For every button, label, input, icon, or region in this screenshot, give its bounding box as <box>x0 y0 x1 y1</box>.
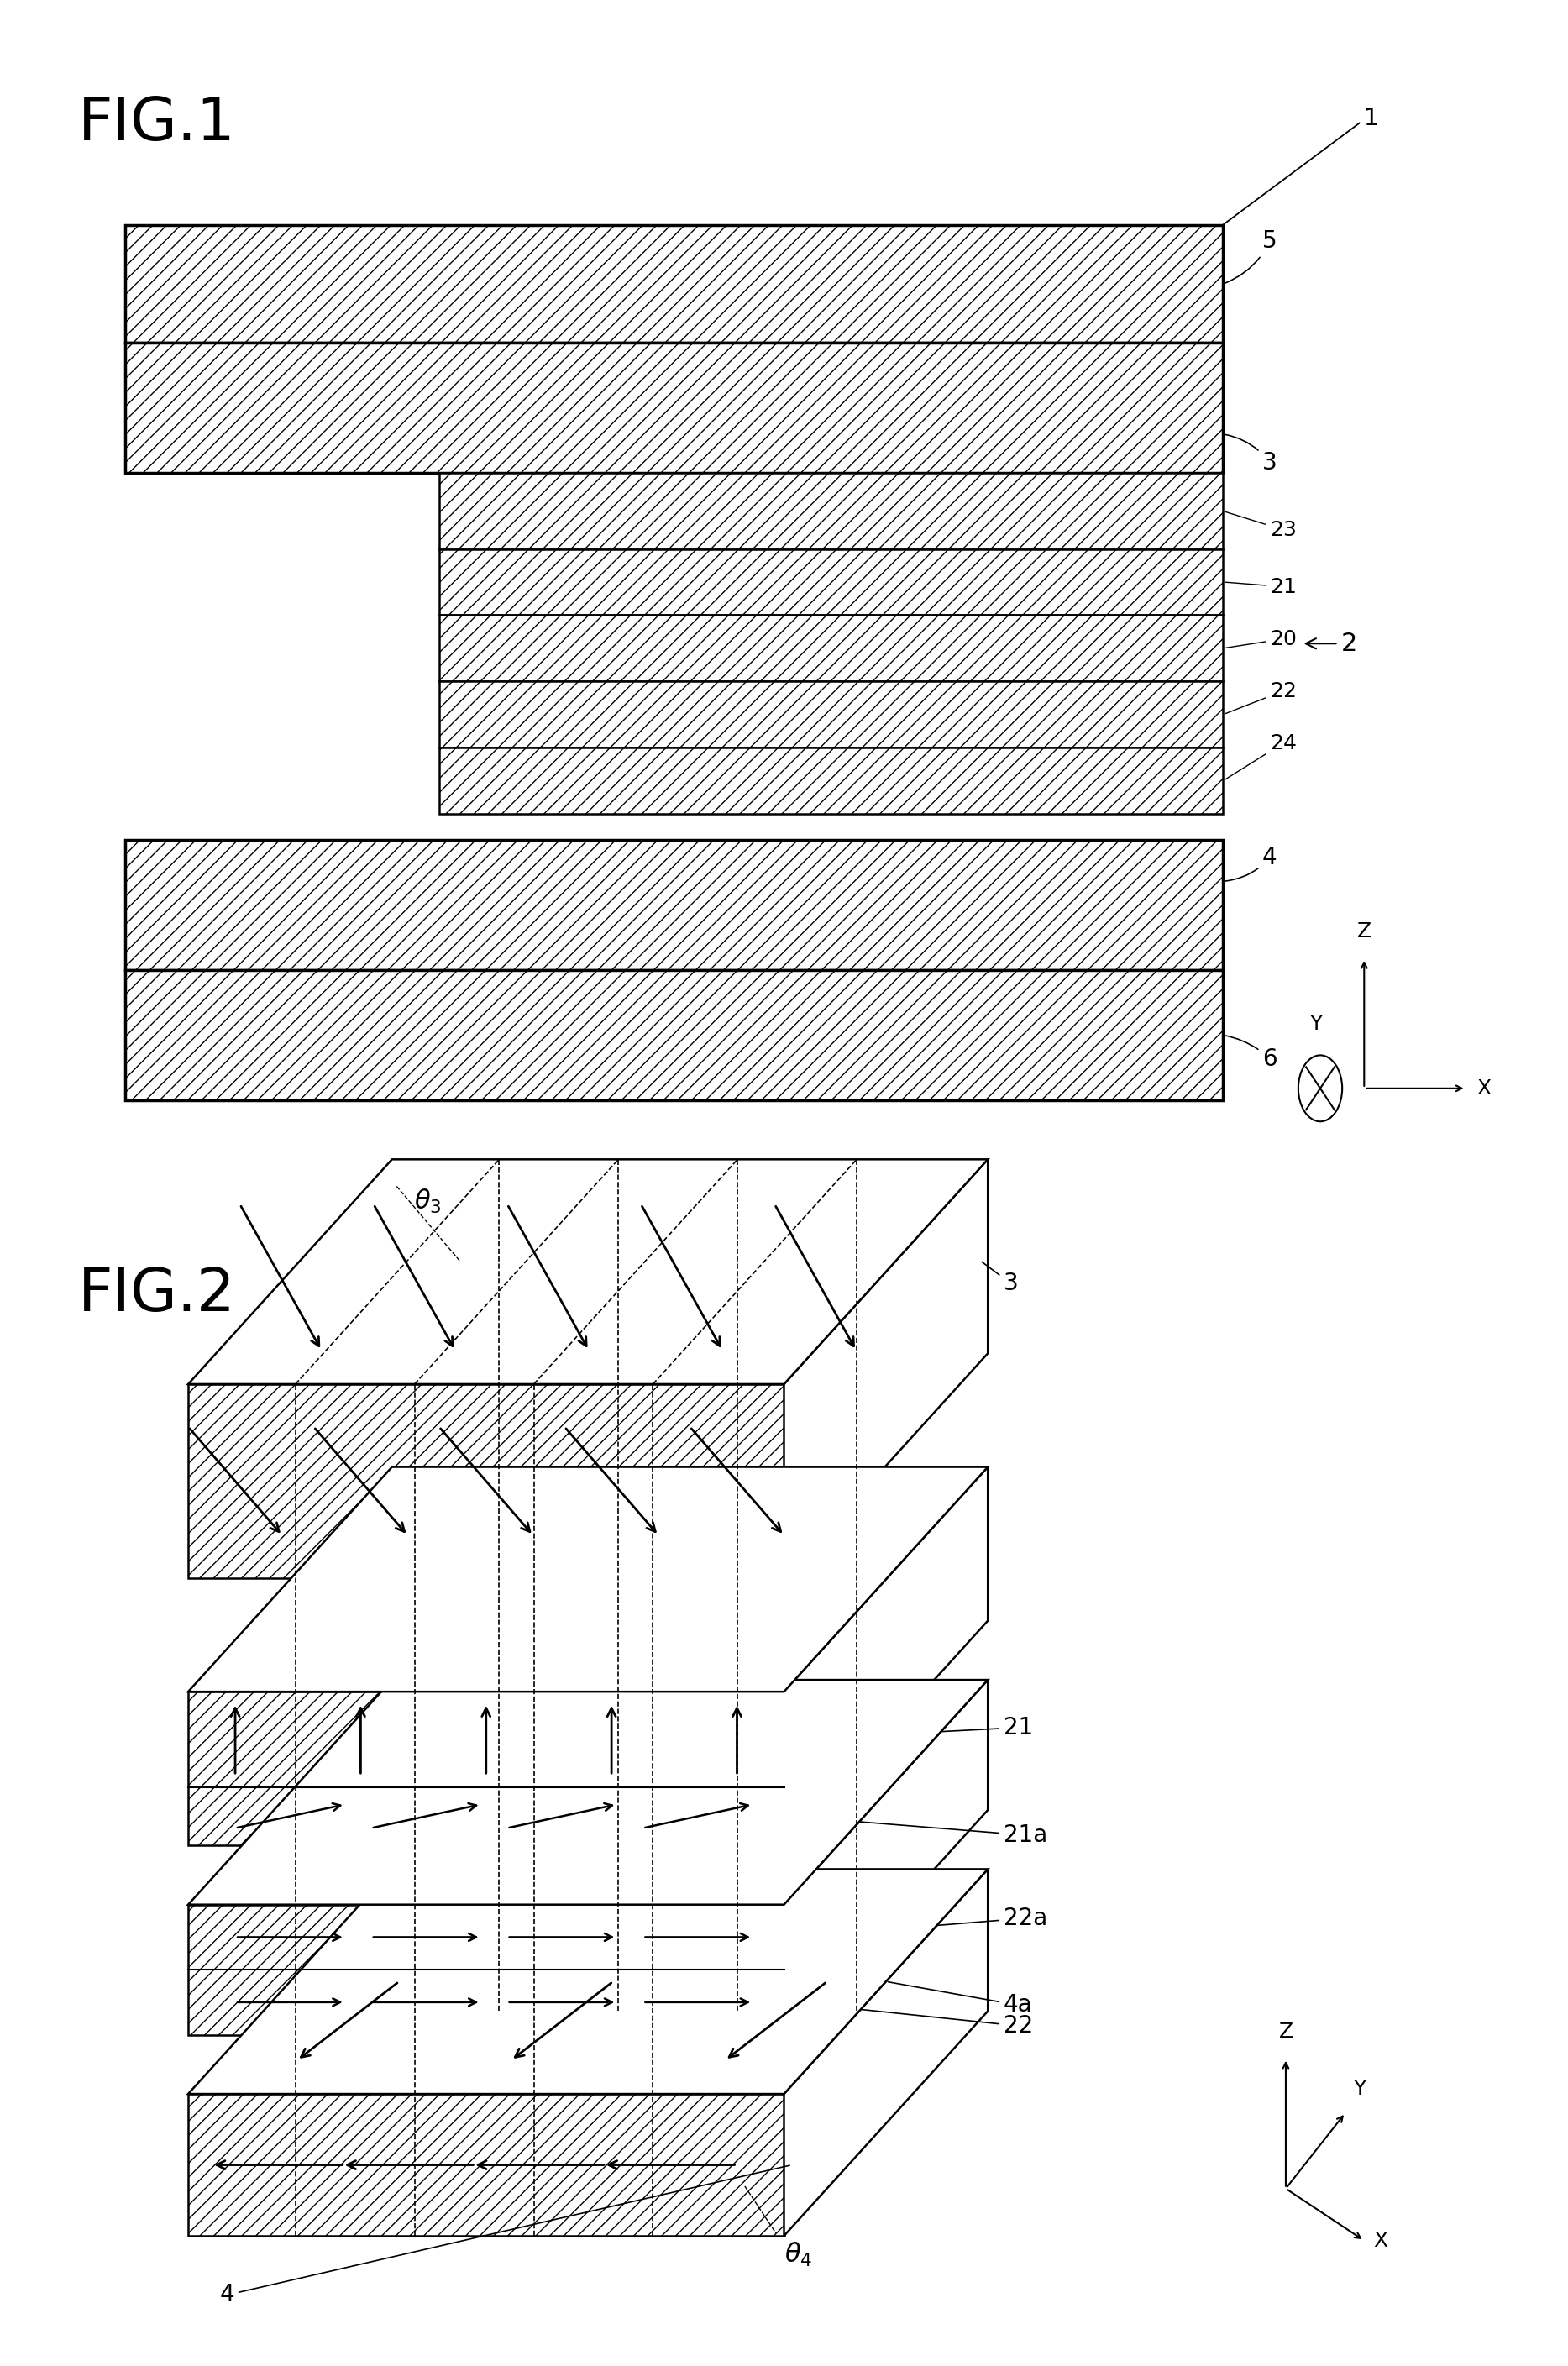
Text: 4a: 4a <box>887 1983 1033 2016</box>
Polygon shape <box>188 1905 784 2035</box>
Polygon shape <box>784 1159 988 1578</box>
Text: 5: 5 <box>1225 230 1276 284</box>
Text: 4: 4 <box>220 2165 790 2307</box>
Polygon shape <box>188 1692 784 1845</box>
Text: $\theta_3$: $\theta_3$ <box>414 1188 442 1216</box>
Polygon shape <box>188 1680 988 1905</box>
Text: FIG.2: FIG.2 <box>78 1266 237 1323</box>
Polygon shape <box>188 1384 784 1578</box>
Bar <box>439 473 1223 549</box>
Text: Z: Z <box>1356 920 1372 942</box>
Text: 3: 3 <box>1225 435 1278 473</box>
Bar <box>439 748 1223 814</box>
Text: 21: 21 <box>793 1715 1033 1739</box>
Text: Y: Y <box>1353 2077 1366 2099</box>
Text: X: X <box>1477 1079 1491 1098</box>
Text: 3: 3 <box>982 1261 1019 1294</box>
Text: 4: 4 <box>1225 847 1276 880</box>
Bar <box>439 615 1223 681</box>
Text: $\theta_4$: $\theta_4$ <box>784 2241 812 2269</box>
Polygon shape <box>188 1467 988 1692</box>
Text: Z: Z <box>1278 2021 1294 2042</box>
Polygon shape <box>784 1467 988 1845</box>
Text: 2: 2 <box>1306 632 1356 655</box>
Text: 22: 22 <box>1225 681 1297 715</box>
Bar <box>125 225 1223 343</box>
Bar <box>125 343 1223 473</box>
Bar <box>125 970 1223 1100</box>
Text: FIG.1: FIG.1 <box>78 95 237 151</box>
Text: 22: 22 <box>793 2002 1033 2037</box>
Text: Y: Y <box>1309 1013 1322 1034</box>
Text: 22a: 22a <box>793 1907 1047 1938</box>
Bar <box>439 681 1223 748</box>
Polygon shape <box>188 2094 784 2236</box>
Polygon shape <box>784 1680 988 2035</box>
Polygon shape <box>784 1869 988 2236</box>
Text: X: X <box>1374 2231 1388 2250</box>
Text: 3a: 3a <box>649 1192 737 1259</box>
Text: 20: 20 <box>1225 629 1297 648</box>
Text: 21: 21 <box>1225 577 1297 596</box>
Bar <box>125 840 1223 970</box>
Text: 1: 1 <box>1364 106 1378 130</box>
Bar <box>439 549 1223 615</box>
Text: 23: 23 <box>1225 511 1297 539</box>
Text: 6: 6 <box>1225 1036 1276 1069</box>
Polygon shape <box>188 1869 988 2094</box>
Polygon shape <box>188 1159 988 1384</box>
Text: 24: 24 <box>1225 733 1297 778</box>
Text: 21a: 21a <box>793 1817 1047 1848</box>
